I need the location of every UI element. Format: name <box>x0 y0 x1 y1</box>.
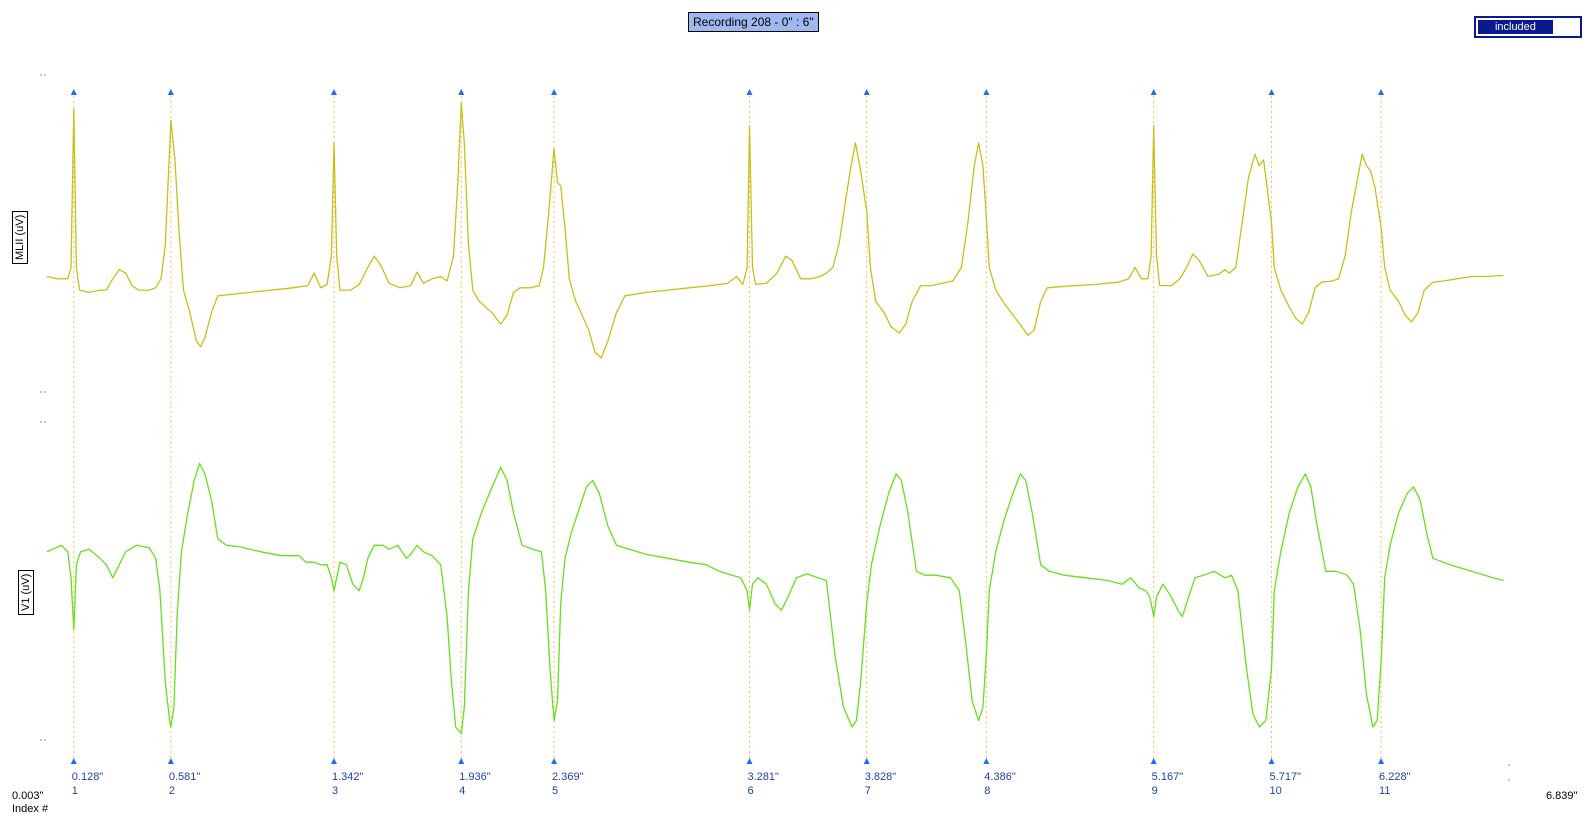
beat-marker <box>1268 758 1275 764</box>
beat-marker <box>1378 758 1385 764</box>
beat-index-label: 11 <box>1379 785 1390 797</box>
beat-time-label: 2.369" <box>552 771 584 783</box>
beat-marker <box>330 758 337 764</box>
beat-marker <box>330 89 337 95</box>
corner-ticks <box>40 74 1510 781</box>
beat-time-label: 3.281" <box>747 771 779 783</box>
beat-marker <box>167 89 174 95</box>
beat-labels: 0.128" 1 0.581" 2 1.342" 3 1.936" 4 2.369" 5 3.281… <box>72 771 1411 797</box>
beat-marker <box>1150 758 1157 764</box>
beat-index-label: 2 <box>169 785 175 797</box>
beat-time-label: 0.581" <box>169 771 201 783</box>
beat-marker <box>551 758 558 764</box>
beat-marker <box>863 89 870 95</box>
beat-index-label: 7 <box>865 785 871 797</box>
beat-time-label: 1.936" <box>459 771 491 783</box>
beat-marker <box>983 89 990 95</box>
beat-marker <box>1378 89 1385 95</box>
beat-index-label: 9 <box>1152 785 1158 797</box>
beat-time-label: 1.342" <box>332 771 364 783</box>
beat-gridlines <box>73 96 1382 760</box>
beat-time-label: 6.228" <box>1379 771 1411 783</box>
status-label: included <box>1478 20 1553 34</box>
lead-traces <box>46 102 1504 735</box>
beat-marker <box>70 89 77 95</box>
beat-marker <box>167 758 174 764</box>
beat-time-label: 0.128" <box>72 771 104 783</box>
lead-trace-v1 <box>46 462 1504 735</box>
recording-title: Recording 208 - 0" : 6" <box>688 12 819 32</box>
beat-marker <box>1150 89 1157 95</box>
beat-marker <box>458 758 465 764</box>
index-header: Index # <box>12 803 49 815</box>
beat-index-label: 1 <box>72 785 78 797</box>
beat-marker <box>863 758 870 764</box>
end-time-label: 6.839" <box>1546 790 1578 802</box>
beat-time-label: 5.167" <box>1152 771 1184 783</box>
beat-time-label: 3.828" <box>865 771 897 783</box>
beat-index-label: 6 <box>747 785 753 797</box>
beat-marker <box>983 758 990 764</box>
beat-time-label: 5.717" <box>1270 771 1302 783</box>
beat-marker <box>1268 89 1275 95</box>
beat-time-label: 4.386" <box>984 771 1016 783</box>
beat-index-label: 8 <box>984 785 990 797</box>
beat-markers <box>70 89 1385 764</box>
beat-index-label: 5 <box>552 785 558 797</box>
beat-index-label: 3 <box>332 785 338 797</box>
beat-marker <box>70 758 77 764</box>
beat-marker <box>458 89 465 95</box>
beat-marker <box>746 758 753 764</box>
status-indicator: included <box>1474 16 1582 38</box>
beat-index-label: 4 <box>459 785 465 797</box>
start-time-label: 0.003" <box>12 790 44 802</box>
lead-trace-mlii <box>46 102 1504 359</box>
beat-index-label: 10 <box>1270 785 1282 797</box>
beat-marker <box>746 89 753 95</box>
beat-marker <box>551 89 558 95</box>
